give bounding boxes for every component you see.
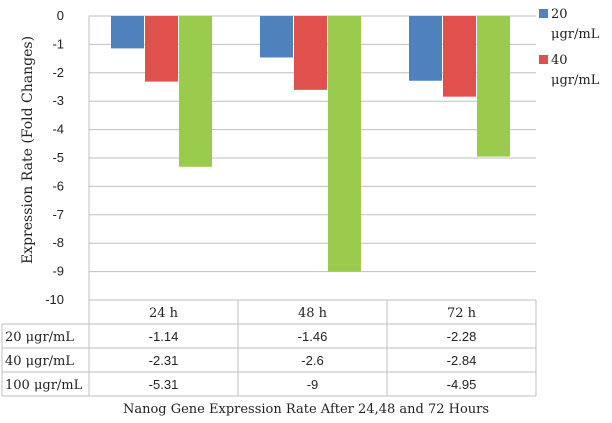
table-row-label-2: 100 μgr/mL [5,378,83,393]
legend-label-1-line-1: 40 [551,53,568,68]
y-tick-label-0: 0 [57,8,64,23]
legend: 20 μgr/mL 40 μgr/mL [539,7,600,88]
data-table: 24 h 48 h 72 h 20 μgr/mL -1.14 -1.46 -2.28 40 μ… [1,299,537,397]
bar-series-0-cat-1 [260,16,293,58]
legend-swatch-1 [539,55,548,64]
y-tick-label-1: -1 [52,36,64,51]
y-tick-label-8: -8 [52,235,64,250]
bar-series-2-cat-0 [179,16,212,167]
y-tick-label-9: -9 [52,264,64,279]
bar-series-2-cat-2 [477,16,510,157]
table-cell-1-2: -2.84 [447,353,477,368]
y-axis-label: Expression Rate (Fold Changes) [20,36,36,264]
y-axis-tick-labels: 0 -1 -2 -3 -4 -5 -6 -7 -8 -9 -10 [45,8,64,307]
bar-series-1-cat-2 [443,16,476,97]
table-cell-0-1: -1.46 [298,329,328,344]
y-tick-label-6: -6 [52,178,64,193]
legend-swatch-0 [539,9,548,18]
table-row-label-0: 20 μgr/mL [5,330,74,345]
table-cell-2-1: -9 [307,377,319,392]
bar-series-1-cat-0 [145,16,178,82]
bar-series-2-cat-1 [328,16,361,272]
table-row-label-1: 40 μgr/mL [5,354,74,369]
x-tick-label-0: 24 h [149,306,179,321]
table-cell-1-1: -2.6 [301,353,323,368]
y-tick-label-5: -5 [52,150,64,165]
table-cell-2-0: -5.31 [149,377,179,392]
bar-series-1-cat-1 [294,16,327,90]
x-axis-label: Nanog Gene Expression Rate After 24,48 a… [123,402,489,417]
y-tick-label-10: -10 [45,292,64,307]
legend-label-0-line-1: 20 [551,7,568,22]
y-tick-label-2: -2 [52,65,64,80]
legend-label-0-line-2: μgr/mL [551,27,600,42]
legend-label-1-line-2: μgr/mL [551,73,600,88]
y-tick-label-4: -4 [52,122,64,137]
x-tick-label-2: 72 h [447,306,477,321]
x-tick-label-1: 48 h [298,306,328,321]
y-tick-label-3: -3 [52,93,64,108]
bars [111,16,510,272]
bar-series-0-cat-2 [409,16,442,81]
table-cell-0-2: -2.28 [447,329,477,344]
table-cell-2-2: -4.95 [447,377,477,392]
table-cell-0-0: -1.14 [149,329,179,344]
y-tick-label-7: -7 [52,207,64,222]
table-cell-1-0: -2.31 [149,353,179,368]
bar-series-0-cat-0 [111,16,144,49]
